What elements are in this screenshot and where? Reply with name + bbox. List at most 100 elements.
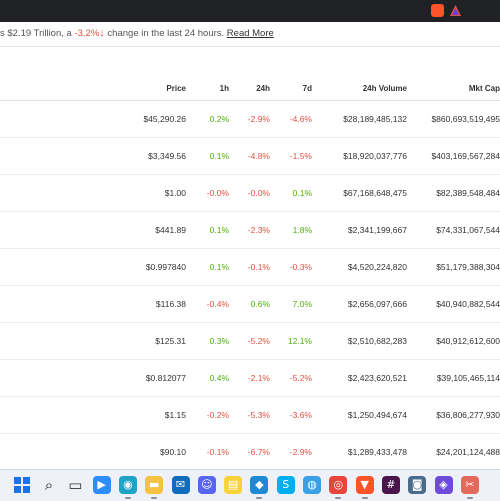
vscode-icon[interactable]: ◆	[250, 476, 269, 499]
volume-cell: $18,920,037,776	[343, 151, 407, 161]
change-1h-cell: 0.3%	[209, 336, 229, 346]
summary-suffix: change in the last 24 hours.	[104, 28, 227, 39]
table-row[interactable]: $1.00 -0.0% -0.0% 0.1% $67,168,648,475 $82,38…	[0, 175, 500, 212]
change-7d-cell: 12.1%	[287, 336, 312, 346]
change-7d-cell: 1.8%	[292, 225, 312, 235]
change-24h-cell: -5.2%	[247, 336, 270, 346]
table-row[interactable]: $3,349.56 0.1% -4.8% -1.5% $18,920,037,776 $4…	[0, 138, 500, 175]
volume-cell: $2,341,199,667	[347, 225, 407, 235]
camera-icon[interactable]: ◙	[408, 476, 427, 494]
table-row[interactable]: $0.812077 0.4% -2.1% -5.2% $2,423,620,521 $39…	[0, 360, 500, 397]
change-7d-cell: -5.2%	[289, 373, 312, 383]
change-7d-cell: -2.9%	[289, 447, 312, 457]
volume-cell: $67,168,648,475	[343, 188, 407, 198]
volume-cell: $4,520,224,820	[347, 262, 407, 272]
market-cap-cell: $39,105,465,114	[436, 373, 500, 383]
market-cap-cell: $24,201,124,488	[436, 447, 500, 457]
change-24h-cell: -6.7%	[247, 447, 270, 457]
price-cell: $90.10	[160, 447, 186, 457]
change-7d-cell: -0.3%	[289, 262, 312, 272]
table-header: Price 1h 24h 7d 24h Volume Mkt Cap	[0, 80, 500, 101]
zoom-icon[interactable]: ▶	[92, 476, 111, 494]
app-icon[interactable]: ◈	[434, 476, 453, 494]
market-page: s $2.19 Trillion, a -3.2%↓ change in the…	[0, 22, 500, 469]
change-7d-cell: -3.6%	[289, 410, 312, 420]
slack-icon[interactable]: #	[381, 476, 400, 494]
change-24h-cell: -0.1%	[247, 262, 270, 272]
snipping-tool-icon[interactable]: ✂	[460, 476, 479, 499]
volume-cell: $2,656,097,666	[347, 299, 407, 309]
change-7d-cell: -1.5%	[289, 151, 312, 161]
change-24h-cell: -2.1%	[247, 373, 270, 383]
change-7d-cell: 7.0%	[292, 299, 312, 309]
windows-taskbar: ⌕ ▭ ▶ ◉ ▬ ✉ ☺ ▤ ◆ S ◍ ◎ ▼ # ◙ ◈ ✂	[0, 469, 500, 501]
market-cap-cell: $51,179,388,304	[436, 262, 500, 272]
change-24h-cell: -2.3%	[247, 225, 270, 235]
change-1h-cell: 0.1%	[209, 225, 229, 235]
price-cell: $0.997840	[145, 262, 186, 272]
change-1h-cell: 0.1%	[209, 151, 229, 161]
table-row[interactable]: $0.997840 0.1% -0.1% -0.3% $4,520,224,820 $51…	[0, 249, 500, 286]
col-header-volume[interactable]: 24h Volume	[362, 84, 407, 93]
change-24h-cell: -2.9%	[247, 114, 270, 124]
market-cap-cell: $36,806,277,930	[436, 410, 500, 420]
col-header-price[interactable]: Price	[166, 84, 186, 93]
change-1h-cell: -0.1%	[206, 447, 229, 457]
price-cell: $3,349.56	[148, 151, 186, 161]
sticky-notes-icon[interactable]: ▤	[224, 476, 243, 494]
price-cell: $441.89	[155, 225, 186, 235]
col-header-mkt-cap[interactable]: Mkt Cap	[468, 84, 500, 93]
market-summary: s $2.19 Trillion, a -3.2%↓ change in the…	[0, 27, 274, 39]
windows-start-icon[interactable]	[14, 477, 30, 493]
chrome-icon[interactable]: ◎	[329, 476, 348, 499]
volume-cell: $2,423,620,521	[347, 373, 407, 383]
discord-icon[interactable]: ☺	[197, 476, 216, 494]
price-cell: $45,290.26	[143, 114, 186, 124]
outlook-icon[interactable]: ✉	[171, 476, 190, 494]
price-cell: $1.15	[164, 410, 186, 420]
brave-rewards-icon[interactable]	[431, 4, 444, 17]
market-cap-cell: $860,693,519,495	[431, 114, 500, 124]
change-1h-cell: -0.4%	[206, 299, 229, 309]
brave-shield-icon[interactable]	[449, 4, 462, 17]
table-row[interactable]: $116.38 -0.4% 0.6% 7.0% $2,656,097,666 $40,94…	[0, 286, 500, 323]
volume-cell: $2,510,682,283	[347, 336, 407, 346]
change-24h-cell: -5.3%	[247, 410, 270, 420]
brave-icon[interactable]: ▼	[355, 476, 374, 499]
file-explorer-icon[interactable]: ▬	[145, 476, 164, 499]
table-row[interactable]: $441.89 0.1% -2.3% 1.8% $2,341,199,667 $74,33…	[0, 212, 500, 249]
browser-toolbar	[0, 0, 500, 22]
col-header-1h[interactable]: 1h	[219, 84, 229, 93]
change-24h-cell: -4.8%	[247, 151, 270, 161]
change-24h-cell: 0.6%	[250, 299, 270, 309]
col-header-24h[interactable]: 24h	[256, 84, 270, 93]
task-view-icon[interactable]: ▭	[68, 476, 83, 494]
price-cell: $125.31	[155, 336, 186, 346]
market-cap-cell: $40,940,882,544	[436, 299, 500, 309]
market-cap-cell: $74,331,067,544	[436, 225, 500, 235]
table-row[interactable]: $90.10 -0.1% -6.7% -2.9% $1,289,433,478 $24,2…	[0, 434, 500, 469]
change-7d-cell: 0.1%	[292, 188, 312, 198]
table-row[interactable]: $1.15 -0.2% -5.3% -3.6% $1,250,494,674 $36,80…	[0, 397, 500, 434]
change-7d-cell: -4.6%	[289, 114, 312, 124]
search-icon[interactable]: ⌕	[44, 476, 54, 494]
edge-icon[interactable]: ◉	[118, 476, 137, 499]
change-1h-cell: -0.0%	[206, 188, 229, 198]
price-cell: $1.00	[164, 188, 186, 198]
summary-prefix: s $2.19 Trillion, a	[0, 28, 75, 39]
read-more-link[interactable]: Read More	[226, 28, 274, 39]
divider	[0, 46, 500, 47]
cheese-icon[interactable]: ◍	[303, 476, 321, 494]
market-cap-cell: $40,912,612,600	[436, 336, 500, 346]
market-cap-cell: $82,389,548,484	[436, 188, 500, 198]
table-row[interactable]: $45,290.26 0.2% -2.9% -4.6% $28,189,485,132 $…	[0, 101, 500, 138]
change-1h-cell: -0.2%	[206, 410, 229, 420]
change-24h-cell: -0.0%	[247, 188, 270, 198]
skype-icon[interactable]: S	[276, 476, 295, 494]
table-row[interactable]: $125.31 0.3% -5.2% 12.1% $2,510,682,283 $40,9…	[0, 323, 500, 360]
summary-change: -3.2%	[74, 28, 100, 39]
change-1h-cell: 0.4%	[209, 373, 229, 383]
col-header-7d[interactable]: 7d	[302, 84, 312, 93]
volume-cell: $1,250,494,674	[347, 410, 407, 420]
change-1h-cell: 0.1%	[209, 262, 229, 272]
